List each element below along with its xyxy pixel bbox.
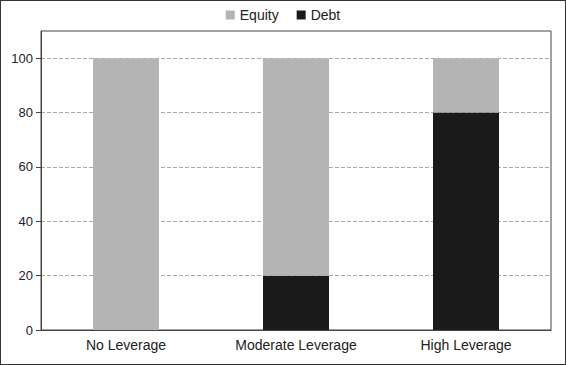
svg-text:Debt: Debt [311,7,341,23]
svg-text:Equity: Equity [240,7,279,23]
svg-text:40: 40 [19,214,33,229]
svg-text:No Leverage: No Leverage [86,337,166,353]
svg-text:80: 80 [19,105,33,120]
svg-text:100: 100 [11,51,33,66]
svg-text:Moderate Leverage: Moderate Leverage [235,337,357,353]
svg-text:0: 0 [26,323,33,338]
svg-text:High Leverage: High Leverage [420,337,511,353]
svg-text:60: 60 [19,159,33,174]
svg-text:20: 20 [19,268,33,283]
